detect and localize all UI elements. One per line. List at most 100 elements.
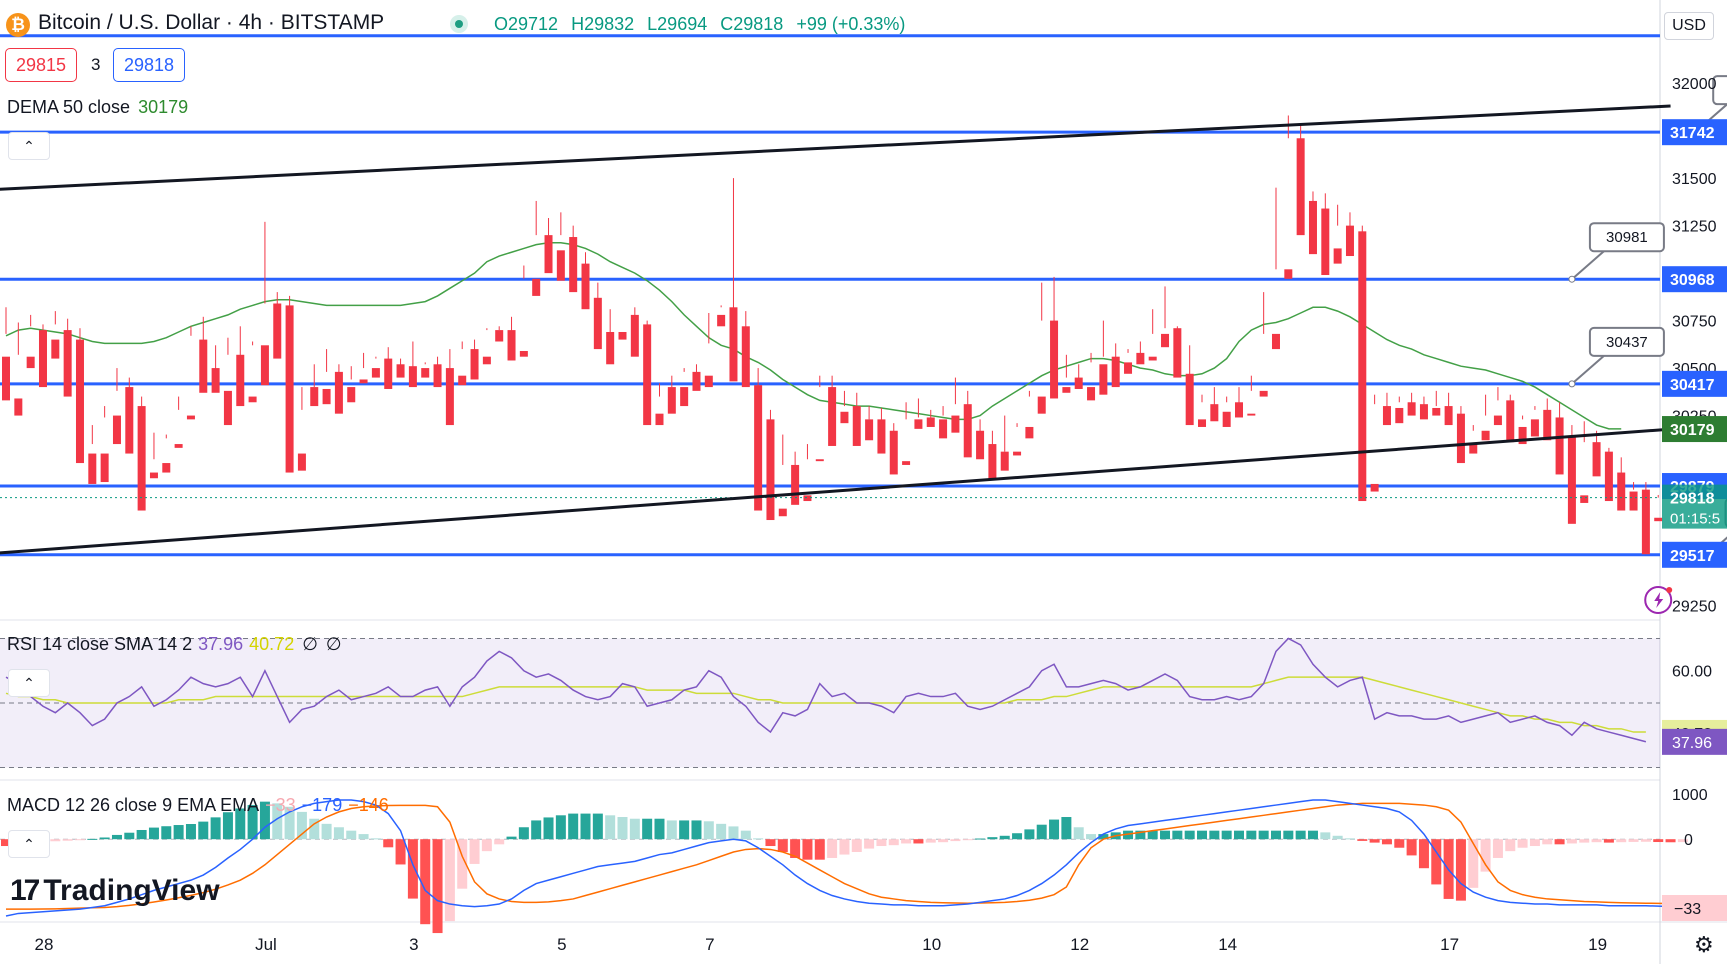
dema-price-badge-label: 30179 (1670, 422, 1715, 439)
macd-histogram-bar (235, 808, 246, 840)
macd-label: MACD 12 26 close 9 EMA EMA (7, 795, 260, 815)
macd-histogram-bar (1542, 839, 1553, 845)
macd-histogram-bar (839, 839, 850, 855)
macd-histogram-bar (1160, 830, 1171, 840)
candle-body (1087, 387, 1096, 401)
candle-body (1543, 409, 1552, 441)
candle-body (902, 461, 911, 465)
candle-body (470, 349, 479, 380)
candle-body (359, 379, 368, 384)
tradingview-logo[interactable]: 17 TradingView (10, 874, 220, 908)
candle-body (1259, 390, 1268, 397)
macd-histogram-bar (555, 815, 566, 840)
candle-body (88, 453, 97, 484)
candle-body (223, 390, 232, 426)
dema-line (5, 241, 1622, 430)
candle-body (14, 398, 23, 416)
candle-body (297, 453, 306, 471)
macd-histogram-bar (987, 837, 998, 840)
collapse-macd-legend-button[interactable]: ⌃ (8, 830, 50, 858)
macd-legend[interactable]: MACD 12 26 close 9 EMA EMA −33 −179 −146 (7, 795, 389, 816)
candle-body (408, 366, 417, 388)
macd-histogram-bar (185, 824, 196, 840)
candle-body (1493, 415, 1502, 426)
candle-body (1000, 451, 1009, 471)
candle-body (803, 495, 812, 502)
symbol-title[interactable]: Bitcoin / U.S. Dollar · 4h · BITSTAMP (38, 11, 385, 34)
macd-histogram-bar (864, 839, 875, 849)
macd-histogram-bar (1579, 839, 1590, 843)
macd-histogram-bar (592, 813, 603, 840)
candle-body (840, 411, 849, 424)
candle-body (556, 250, 565, 281)
dema-legend[interactable]: DEMA 50 close 30179 (7, 97, 188, 118)
candle-body (1456, 413, 1465, 464)
macd-histogram-bar (1246, 830, 1257, 840)
macd-histogram-bar (1073, 827, 1084, 840)
macd-histogram-bar (1295, 830, 1306, 840)
macd-histogram-bar (1517, 839, 1528, 848)
candle-body (1555, 417, 1564, 475)
macd-histogram-bar (617, 817, 628, 840)
time-tick-label: 7 (705, 935, 714, 954)
candle-body (593, 297, 602, 350)
macd-histogram-bar (1418, 839, 1429, 869)
macd-histogram-bar (1123, 830, 1134, 840)
macd-histogram-bar (161, 826, 172, 840)
macd-histogram-bar (1677, 839, 1688, 843)
ohlc-open: O29712 (494, 14, 559, 34)
macd-histogram-bar (691, 820, 702, 840)
buy-button[interactable]: 29818 (113, 48, 186, 82)
tradingview-logo-text: TradingView (43, 874, 220, 907)
macd-histogram-bar (1616, 839, 1627, 843)
candle-body (865, 419, 874, 441)
candle-body (1235, 402, 1243, 418)
collapse-main-legend-button[interactable]: ⌃ (8, 132, 50, 160)
candle-body (51, 339, 60, 359)
macd-histogram-bar (506, 836, 517, 840)
macd-histogram-bar (876, 839, 887, 847)
macd-histogram-bar (925, 839, 936, 843)
macd-histogram-bar (1320, 832, 1331, 840)
time-tick-label: 10 (922, 935, 941, 954)
gear-icon[interactable]: ⚙ (1694, 932, 1714, 957)
candle-body (482, 356, 491, 365)
collapse-rsi-legend-button[interactable]: ⌃ (8, 669, 50, 697)
rsi-sma-line (5, 676, 1646, 733)
dema-value: 30179 (138, 97, 189, 117)
callout-label: 30437 (1606, 334, 1648, 351)
candle-body (421, 368, 430, 378)
macd-hist-badge-label: −33 (1674, 901, 1701, 918)
candle-body (791, 464, 800, 505)
macd-histogram-bar (469, 839, 480, 864)
macd-histogram-bar (1270, 830, 1281, 840)
candle-body (1050, 320, 1059, 399)
macd-histogram-bar (1221, 830, 1232, 840)
ohlc-low: L29694 (647, 14, 708, 34)
macd-histogram-bar (543, 817, 554, 840)
ohlc-high: H29832 (571, 14, 635, 34)
level-price-badge (1662, 370, 1727, 397)
macd-histogram-bar (827, 839, 838, 858)
market-status-icon[interactable] (450, 15, 468, 33)
candle-body (63, 330, 72, 397)
rsi-legend[interactable]: RSI 14 close SMA 14 2 37.96 40.72 ∅ ∅ (7, 634, 342, 655)
currency-button[interactable]: USD (1664, 12, 1714, 40)
candle-body (1124, 362, 1133, 374)
candle-body (815, 459, 824, 462)
callout-box (1588, 222, 1665, 253)
candle-body (186, 415, 195, 420)
candle-body (38, 330, 47, 388)
time-tick-label: 28 (35, 935, 54, 954)
candle-body (914, 419, 923, 429)
sell-button[interactable]: 29815 (5, 48, 78, 82)
candle-body (532, 278, 541, 296)
macd-histogram-bar (1098, 834, 1109, 840)
macd-histogram-bar (395, 839, 406, 865)
candle-body (852, 406, 861, 446)
candle-body (1136, 352, 1145, 365)
macd-histogram-bar (333, 827, 344, 840)
time-tick-label: 3 (409, 935, 418, 954)
macd-histogram-bar (1147, 830, 1158, 840)
